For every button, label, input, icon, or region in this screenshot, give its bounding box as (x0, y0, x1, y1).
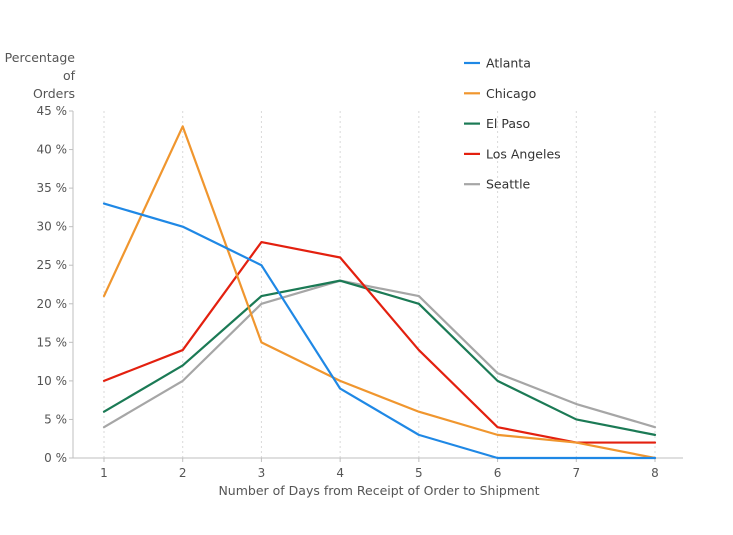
y-tick-label: 0 % (44, 451, 67, 465)
legend-item-el-paso[interactable]: El Paso (464, 116, 530, 131)
y-tick-labels: 0 % 5 % 10 % 15 % 20 % 25 % 30 % 35 % 40 % 45 % (37, 104, 68, 465)
x-tick-label: 1 (100, 466, 108, 480)
x-tick-label: 8 (651, 466, 659, 480)
series-lines (102, 125, 657, 460)
series-line-el-paso (102, 279, 657, 436)
x-tick-label: 6 (494, 466, 502, 480)
legend-item-los-angeles[interactable]: Los Angeles (464, 146, 561, 161)
legend: Atlanta Chicago El Paso Los Angeles Seattle (464, 56, 561, 192)
y-tick-label: 30 % (37, 220, 68, 234)
y-tick-label: 40 % (37, 143, 68, 157)
legend-label: Chicago (486, 86, 536, 101)
gridlines (103, 111, 656, 458)
x-tick-label: 5 (415, 466, 423, 480)
x-tick-label: 7 (572, 466, 580, 480)
y-tick-label: 25 % (37, 258, 68, 272)
legend-label: Seattle (486, 177, 531, 192)
series-line-chicago (102, 125, 657, 460)
legend-label: El Paso (486, 116, 530, 131)
y-axis-title: Percentage of Orders (5, 50, 76, 101)
y-tick-label: 15 % (37, 335, 68, 349)
x-tick-labels: 1 2 3 4 5 6 7 8 (100, 466, 659, 480)
legend-item-chicago[interactable]: Chicago (464, 86, 536, 101)
y-tick-label: 35 % (37, 181, 68, 195)
x-axis-title: Number of Days from Receipt of Order to … (218, 483, 539, 498)
y-tick-label: 10 % (37, 374, 68, 388)
series-line-los-angeles (102, 240, 657, 444)
x-tick-label: 4 (336, 466, 344, 480)
series-line-atlanta (102, 202, 657, 460)
y-tick-label: 5 % (44, 412, 67, 426)
y-axis-title-line: Percentage (5, 50, 76, 65)
y-tick-label: 45 % (37, 104, 68, 118)
y-axis-title-line: Orders (33, 86, 75, 101)
legend-label: Atlanta (486, 56, 531, 71)
y-axis-title-line: of (63, 68, 76, 83)
x-tick-label: 3 (258, 466, 266, 480)
x-tick-label: 2 (179, 466, 187, 480)
legend-item-atlanta[interactable]: Atlanta (464, 56, 531, 71)
legend-item-seattle[interactable]: Seattle (464, 177, 531, 192)
y-tick-label: 20 % (37, 297, 68, 311)
series-line-seattle (102, 279, 657, 429)
legend-label: Los Angeles (486, 146, 561, 161)
